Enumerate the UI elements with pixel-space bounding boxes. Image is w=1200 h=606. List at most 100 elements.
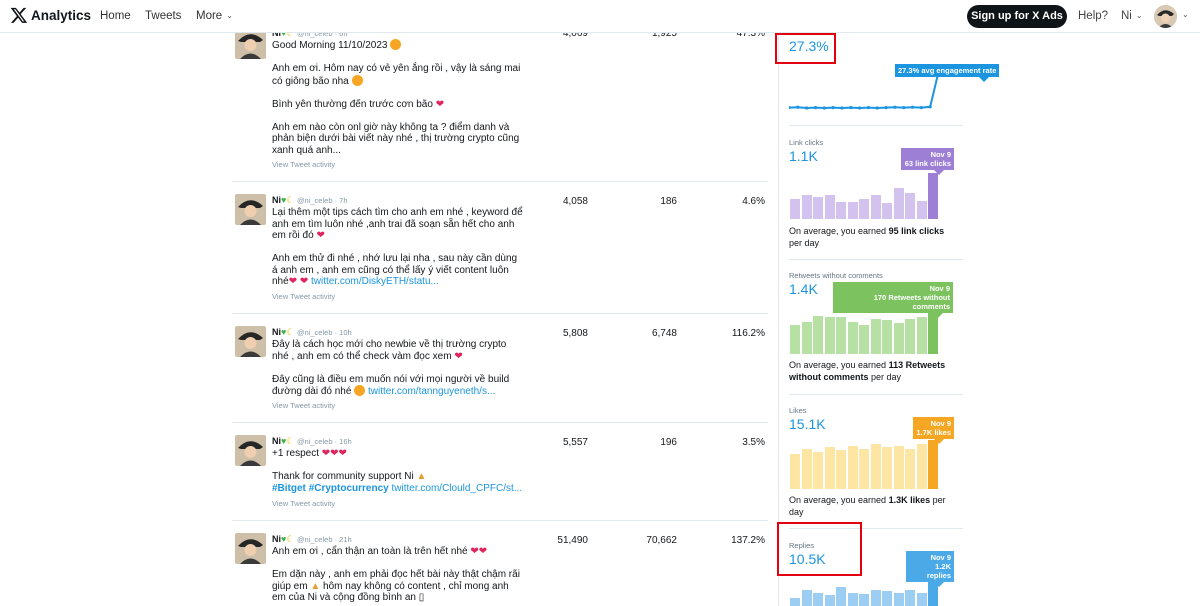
engagement-rate-point[interactable] [796, 105, 800, 109]
chart-bar[interactable] [790, 325, 800, 354]
view-tweet-activity-link[interactable]: View Tweet activity [272, 499, 336, 508]
tweet-link[interactable]: twitter.com/DiskyETH/statu... [311, 276, 439, 287]
chart-bar[interactable] [813, 593, 823, 606]
chart-bar[interactable] [847, 322, 858, 354]
likes-total: 15.1K [789, 416, 826, 432]
hashtag-link[interactable]: #Cryptocurrency [308, 482, 389, 494]
chart-bar[interactable] [801, 195, 812, 219]
chart-bar[interactable] [882, 447, 892, 489]
chart-bar[interactable] [836, 450, 846, 489]
retweets-tooltip: Nov 9 170 Retweets without comments [833, 282, 953, 318]
chart-bar[interactable] [790, 598, 800, 606]
tweet-row[interactable]: Ni♥☾ @ni_celeb · 7h Lại thêm một tips cá… [232, 182, 768, 314]
nav-home[interactable]: Home [100, 10, 131, 22]
chart-bar[interactable] [928, 304, 938, 354]
chart-bar[interactable] [882, 591, 892, 606]
tweet-text: Good Morning 11/10/2023 Anh em ơi. Hôm n… [272, 39, 524, 156]
engagement-rate-point[interactable] [849, 106, 853, 110]
chart-bar[interactable] [824, 447, 835, 489]
tweet-link[interactable]: twitter.com/Clould_CPFC/st... [391, 482, 523, 494]
chart-bar[interactable] [905, 193, 915, 219]
chart-bar[interactable] [882, 320, 892, 354]
chevron-down-icon[interactable]: ⌄ [1182, 10, 1189, 19]
engagement-rate-point[interactable] [813, 106, 818, 110]
user-menu[interactable]: Ni ⌄ [1121, 10, 1143, 22]
engagement-rate-point[interactable] [857, 106, 862, 110]
chart-bar[interactable] [905, 319, 915, 354]
chart-bar[interactable] [870, 590, 881, 606]
chart-bar[interactable] [813, 197, 823, 219]
engagement-rate-point[interactable] [866, 106, 871, 110]
engagement-rate-point[interactable] [902, 106, 906, 110]
view-tweet-activity-link[interactable]: View Tweet activity [272, 160, 336, 169]
chart-bar[interactable] [928, 574, 938, 606]
chart-bar[interactable] [790, 199, 800, 219]
chart-bar[interactable] [870, 444, 881, 489]
chart-bar[interactable] [893, 323, 904, 354]
tweet-row[interactable]: Ni♥☾ @ni_celeb · 6h Good Morning 11/10/2… [232, 28, 768, 182]
chart-bar[interactable] [836, 587, 846, 606]
engagement-rate-point[interactable] [805, 106, 809, 110]
engagement-rate-point[interactable] [789, 106, 791, 110]
brand-title[interactable]: Analytics [31, 8, 92, 23]
chart-bar[interactable] [801, 590, 812, 606]
chart-bar[interactable] [813, 452, 823, 489]
chart-bar[interactable] [847, 593, 858, 606]
sign-up-ads-button[interactable]: Sign up for X Ads [967, 5, 1067, 28]
engagement-rate-point[interactable] [928, 105, 932, 109]
chart-bar[interactable] [916, 593, 927, 606]
replies-bar-chart[interactable] [790, 574, 938, 606]
view-tweet-activity-link[interactable]: View Tweet activity [272, 292, 336, 301]
chart-bar[interactable] [905, 449, 915, 489]
engagement-rate-point[interactable] [910, 105, 915, 109]
chart-bar[interactable] [801, 322, 812, 354]
tweet-row[interactable]: Ni♥☾ @ni_celeb · 16h +1 respect ❤❤❤ Than… [232, 423, 768, 521]
chart-bar[interactable] [870, 319, 881, 354]
chart-bar[interactable] [882, 203, 892, 219]
chart-bar[interactable] [928, 173, 938, 219]
engagement-rate-point[interactable] [875, 106, 879, 110]
chart-bar[interactable] [824, 595, 835, 606]
hashtag-link[interactable]: #Bitget [272, 482, 306, 494]
tweet-link[interactable]: twitter.com/tannguyeneth/s... [368, 386, 496, 397]
avatar[interactable] [1154, 5, 1177, 28]
chart-bar[interactable] [859, 199, 869, 219]
engagement-rate-point[interactable] [884, 106, 888, 110]
likes-bar-chart[interactable] [790, 440, 938, 489]
chart-bar[interactable] [847, 202, 858, 219]
chart-bar[interactable] [859, 594, 869, 606]
engagement-rate-point[interactable] [919, 106, 923, 110]
chart-bar[interactable] [916, 444, 927, 489]
chart-bar[interactable] [813, 316, 823, 354]
chart-bar[interactable] [870, 195, 881, 219]
x-logo-icon[interactable] [10, 6, 28, 24]
chart-bar[interactable] [893, 593, 904, 606]
chart-bar[interactable] [824, 195, 835, 219]
link-clicks-bar-chart[interactable] [790, 173, 938, 219]
help-link[interactable]: Help? [1078, 10, 1109, 22]
chart-bar[interactable] [905, 590, 915, 606]
chart-bar[interactable] [916, 317, 927, 354]
engagement-rate-point[interactable] [831, 106, 835, 110]
nav-more[interactable]: More ⌄ [196, 10, 233, 22]
chart-bar[interactable] [916, 201, 927, 219]
engagement-rate-point[interactable] [893, 105, 897, 109]
chart-bar[interactable] [847, 446, 858, 489]
chart-bar[interactable] [836, 317, 846, 354]
engagement-rate-point[interactable] [822, 106, 826, 110]
chart-bar[interactable] [824, 317, 835, 354]
view-tweet-activity-link[interactable]: View Tweet activity [272, 401, 336, 410]
chart-bar[interactable] [859, 449, 869, 489]
tweet-row[interactable]: Ni♥☾ @ni_celeb · 21h Anh em ơi , cẩn thậ… [232, 521, 768, 606]
chart-bar[interactable] [836, 202, 846, 219]
engagement-rate-point[interactable] [840, 106, 844, 110]
chart-bar[interactable] [893, 188, 904, 219]
retweets-bar-chart[interactable] [790, 304, 938, 354]
tweet-row[interactable]: Ni♥☾ @ni_celeb · 10h Đây là cách học mới… [232, 314, 768, 423]
nav-tweets[interactable]: Tweets [145, 10, 182, 22]
chart-bar[interactable] [790, 454, 800, 489]
chart-bar[interactable] [801, 449, 812, 489]
chart-bar[interactable] [859, 325, 869, 354]
chart-bar[interactable] [928, 440, 938, 489]
chart-bar[interactable] [893, 446, 904, 489]
